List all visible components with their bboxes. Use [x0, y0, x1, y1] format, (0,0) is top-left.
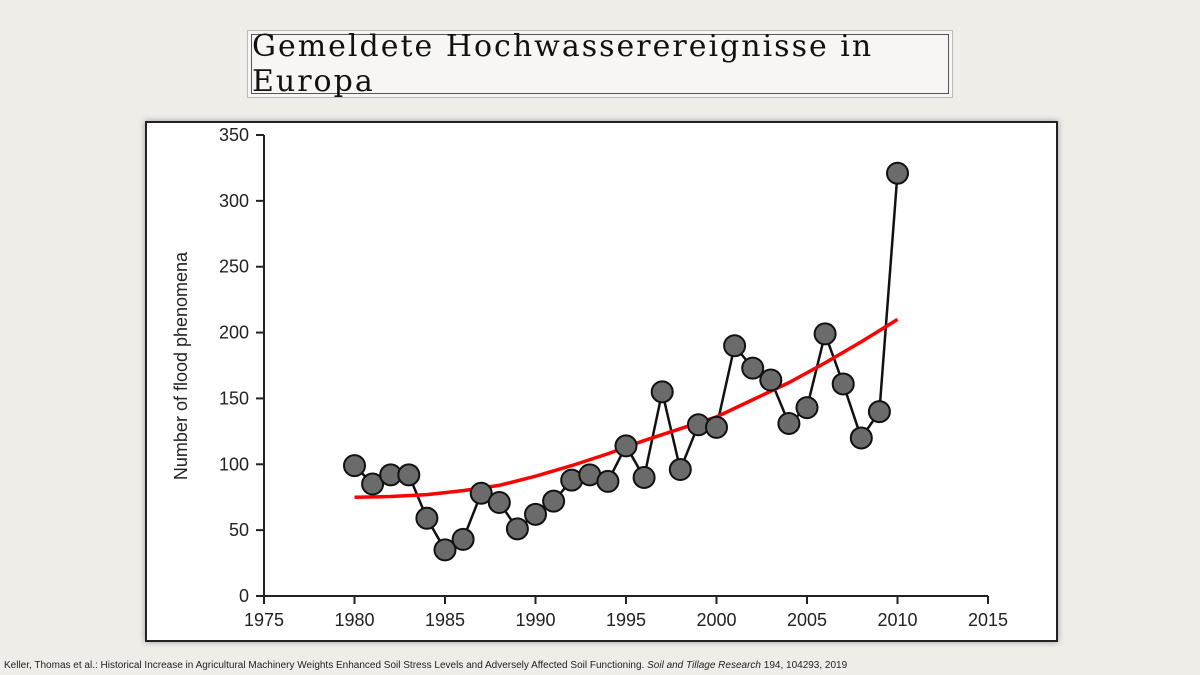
- x-tick-label: 1980: [334, 610, 374, 630]
- x-tick-label: 2005: [787, 610, 827, 630]
- data-point: [849, 426, 873, 450]
- data-point: [650, 380, 674, 404]
- y-tick-label: 50: [229, 520, 249, 540]
- citation-authors-title: Keller, Thomas et al.: Historical Increa…: [4, 660, 645, 671]
- data-point: [668, 458, 692, 482]
- x-tick-label: 2010: [877, 610, 917, 630]
- slide-title-box: Gemeldete Hochwasserereignisse in Europa: [251, 29, 949, 99]
- x-tick-label: 2000: [696, 610, 736, 630]
- data-point: [505, 517, 529, 541]
- x-tick-label: 1985: [425, 610, 465, 630]
- data-point: [469, 481, 493, 505]
- data-point: [632, 465, 656, 489]
- data-point: [813, 322, 837, 346]
- data-point: [397, 463, 421, 487]
- data-point: [741, 356, 765, 380]
- data-point: [614, 434, 638, 458]
- data-point: [596, 469, 620, 493]
- data-point: [487, 490, 511, 514]
- data-point: [795, 396, 819, 420]
- citation-details: 194, 104293, 2019: [760, 660, 848, 671]
- y-tick-label: 100: [219, 454, 249, 474]
- data-point: [433, 538, 457, 562]
- data-point: [542, 489, 566, 513]
- x-tick-label: 1995: [606, 610, 646, 630]
- x-tick-label: 2015: [968, 610, 1008, 630]
- y-tick-label: 350: [219, 125, 249, 145]
- y-axis-label: Number of flood phenomena: [171, 251, 191, 480]
- data-point: [705, 415, 728, 439]
- data-point: [524, 502, 547, 526]
- data-point: [831, 372, 855, 396]
- data-point: [759, 368, 783, 392]
- data-point: [451, 527, 475, 551]
- chart-frame: [145, 121, 1058, 642]
- data-point: [777, 411, 801, 435]
- y-tick-label: 200: [219, 323, 249, 343]
- y-tick-label: 150: [219, 388, 249, 408]
- x-tick-label: 1990: [515, 610, 555, 630]
- data-point: [723, 334, 747, 358]
- y-tick-label: 250: [219, 257, 249, 277]
- x-tick-label: 1975: [244, 610, 284, 630]
- data-point: [867, 400, 891, 424]
- data-point: [415, 506, 439, 530]
- data-point: [343, 454, 366, 478]
- y-tick-label: 0: [239, 586, 249, 606]
- slide-title: Gemeldete Hochwasserereignisse in Europa: [252, 29, 874, 99]
- y-tick-label: 300: [219, 191, 249, 211]
- citation-journal: Soil and Tillage Research: [647, 660, 761, 671]
- citation: Keller, Thomas et al.: Historical Increa…: [4, 660, 847, 671]
- data-point: [886, 161, 909, 185]
- data-point: [361, 472, 385, 496]
